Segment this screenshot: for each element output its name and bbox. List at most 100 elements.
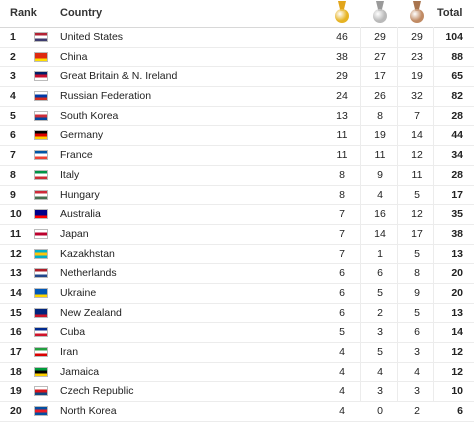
bronze-count: 5 [414,247,420,260]
country-name[interactable]: United States [60,31,124,43]
gold-count: 6 [339,286,345,299]
total-header[interactable]: Total [437,7,463,19]
gold-count: 7 [339,247,345,260]
gold-disc [335,9,349,23]
country-name[interactable]: Hungary [60,188,100,201]
country-name[interactable]: Australia [60,208,101,221]
bronze-medal-icon[interactable] [409,1,425,26]
bronze-count: 12 [411,149,423,162]
table-row[interactable]: 6 Germany 11 19 14 44 [0,126,474,147]
country-name[interactable]: Iran [60,346,79,358]
silver-count: 16 [374,208,386,221]
table-row[interactable]: 8 Italy 8 9 11 28 [0,166,474,186]
country-name[interactable]: Italy [60,168,80,181]
bronze-count: 3 [414,346,420,358]
bronze-count: 11 [411,168,423,181]
gold-count: 38 [336,50,348,63]
table-row[interactable]: 11 Japan 7 14 17 38 [0,225,474,245]
country-name[interactable]: Japan [60,227,89,240]
flag-icon [34,347,48,357]
flag-icon [34,169,48,180]
country-name[interactable]: Ukraine [60,286,97,299]
bronze-count: 32 [411,90,423,103]
country-name[interactable]: Great Britain & N. Ireland [60,70,178,83]
table-header: Rank Country Total [0,0,474,28]
silver-medal-icon[interactable] [372,1,388,26]
country-name[interactable]: France [60,149,93,162]
country-name[interactable]: Cuba [60,326,86,339]
gold-count: 7 [339,227,345,240]
bronze-count: 7 [414,109,420,122]
silver-count: 27 [374,50,386,63]
bronze-count: 6 [414,326,420,339]
silver-count: 4 [377,365,383,378]
silver-count: 6 [377,267,383,280]
table-row[interactable]: 10 Australia 7 16 12 35 [0,205,474,225]
total-count: 12 [451,365,463,378]
table-row[interactable]: 12 Kazakhstan 7 1 5 13 [0,245,474,265]
rank-cell: 14 [10,286,22,299]
silver-count: 5 [377,346,383,358]
silver-count: 3 [377,385,383,398]
gold-count: 7 [339,208,345,221]
flag-icon [34,91,48,102]
country-header[interactable]: Country [60,7,103,19]
table-row[interactable]: 7 France 11 11 12 34 [0,146,474,166]
table-row[interactable]: 17 Iran 4 5 3 12 [0,343,474,363]
table-row[interactable]: 19 Czech Republic 4 3 3 10 [0,382,474,403]
table-row[interactable]: 9 Hungary 8 4 5 17 [0,186,474,206]
silver-count: 29 [374,31,386,43]
country-name[interactable]: North Korea [60,405,117,418]
rank-header[interactable]: Rank [10,7,37,19]
gold-medal-icon[interactable] [334,1,350,26]
flag-icon [34,406,48,417]
silver-count: 5 [377,286,383,299]
country-name[interactable]: Netherlands [60,267,117,280]
total-count: 38 [451,227,463,240]
total-count: 17 [451,188,463,201]
bronze-count: 19 [411,70,423,83]
table-row[interactable]: 20 North Korea 4 0 2 6 [0,402,474,422]
table-row[interactable]: 3 Great Britain & N. Ireland 29 17 19 65 [0,67,474,88]
total-count: 10 [451,385,463,398]
table-row[interactable]: 14 Ukraine 6 5 9 20 [0,284,474,304]
bronze-count: 9 [414,286,420,299]
rank-cell: 7 [10,149,16,162]
bronze-count: 14 [411,129,423,142]
country-name[interactable]: Jamaica [60,365,100,378]
table-row[interactable]: 16 Cuba 5 3 6 14 [0,323,474,343]
country-name[interactable]: Czech Republic [60,385,134,398]
table-row[interactable]: 5 South Korea 13 8 7 28 [0,107,474,127]
silver-count: 14 [374,227,386,240]
country-name[interactable]: Kazakhstan [60,247,115,260]
table-row[interactable]: 2 China 38 27 23 88 [0,48,474,68]
flag-icon [34,268,48,279]
total-count: 14 [451,326,463,339]
total-count: 12 [451,346,463,358]
bronze-count: 12 [411,208,423,221]
country-name[interactable]: China [60,50,88,63]
table-row[interactable]: 4 Russian Federation 24 26 32 82 [0,87,474,107]
total-count: 28 [451,109,463,122]
total-count: 20 [451,267,463,280]
rank-cell: 18 [10,365,22,378]
rank-cell: 5 [10,109,16,122]
country-name[interactable]: New Zealand [60,306,122,319]
rank-cell: 19 [10,385,22,398]
bronze-count: 3 [414,385,420,398]
total-count: 13 [451,247,463,260]
bronze-disc [410,9,424,23]
country-name[interactable]: Germany [60,129,104,142]
bronze-count: 5 [414,188,420,201]
flag-icon [34,110,48,121]
flag-icon [34,228,48,239]
country-name[interactable]: South Korea [60,109,119,122]
gold-count: 11 [336,149,348,162]
total-count: 13 [451,306,463,319]
table-row[interactable]: 18 Jamaica 4 4 4 12 [0,363,474,383]
country-name[interactable]: Russian Federation [60,90,152,103]
table-row[interactable]: 1 United States 46 29 29 104 [0,28,474,48]
table-row[interactable]: 13 Netherlands 6 6 8 20 [0,264,474,284]
table-row[interactable]: 15 New Zealand 6 2 5 13 [0,304,474,324]
silver-ribbon [376,1,384,11]
